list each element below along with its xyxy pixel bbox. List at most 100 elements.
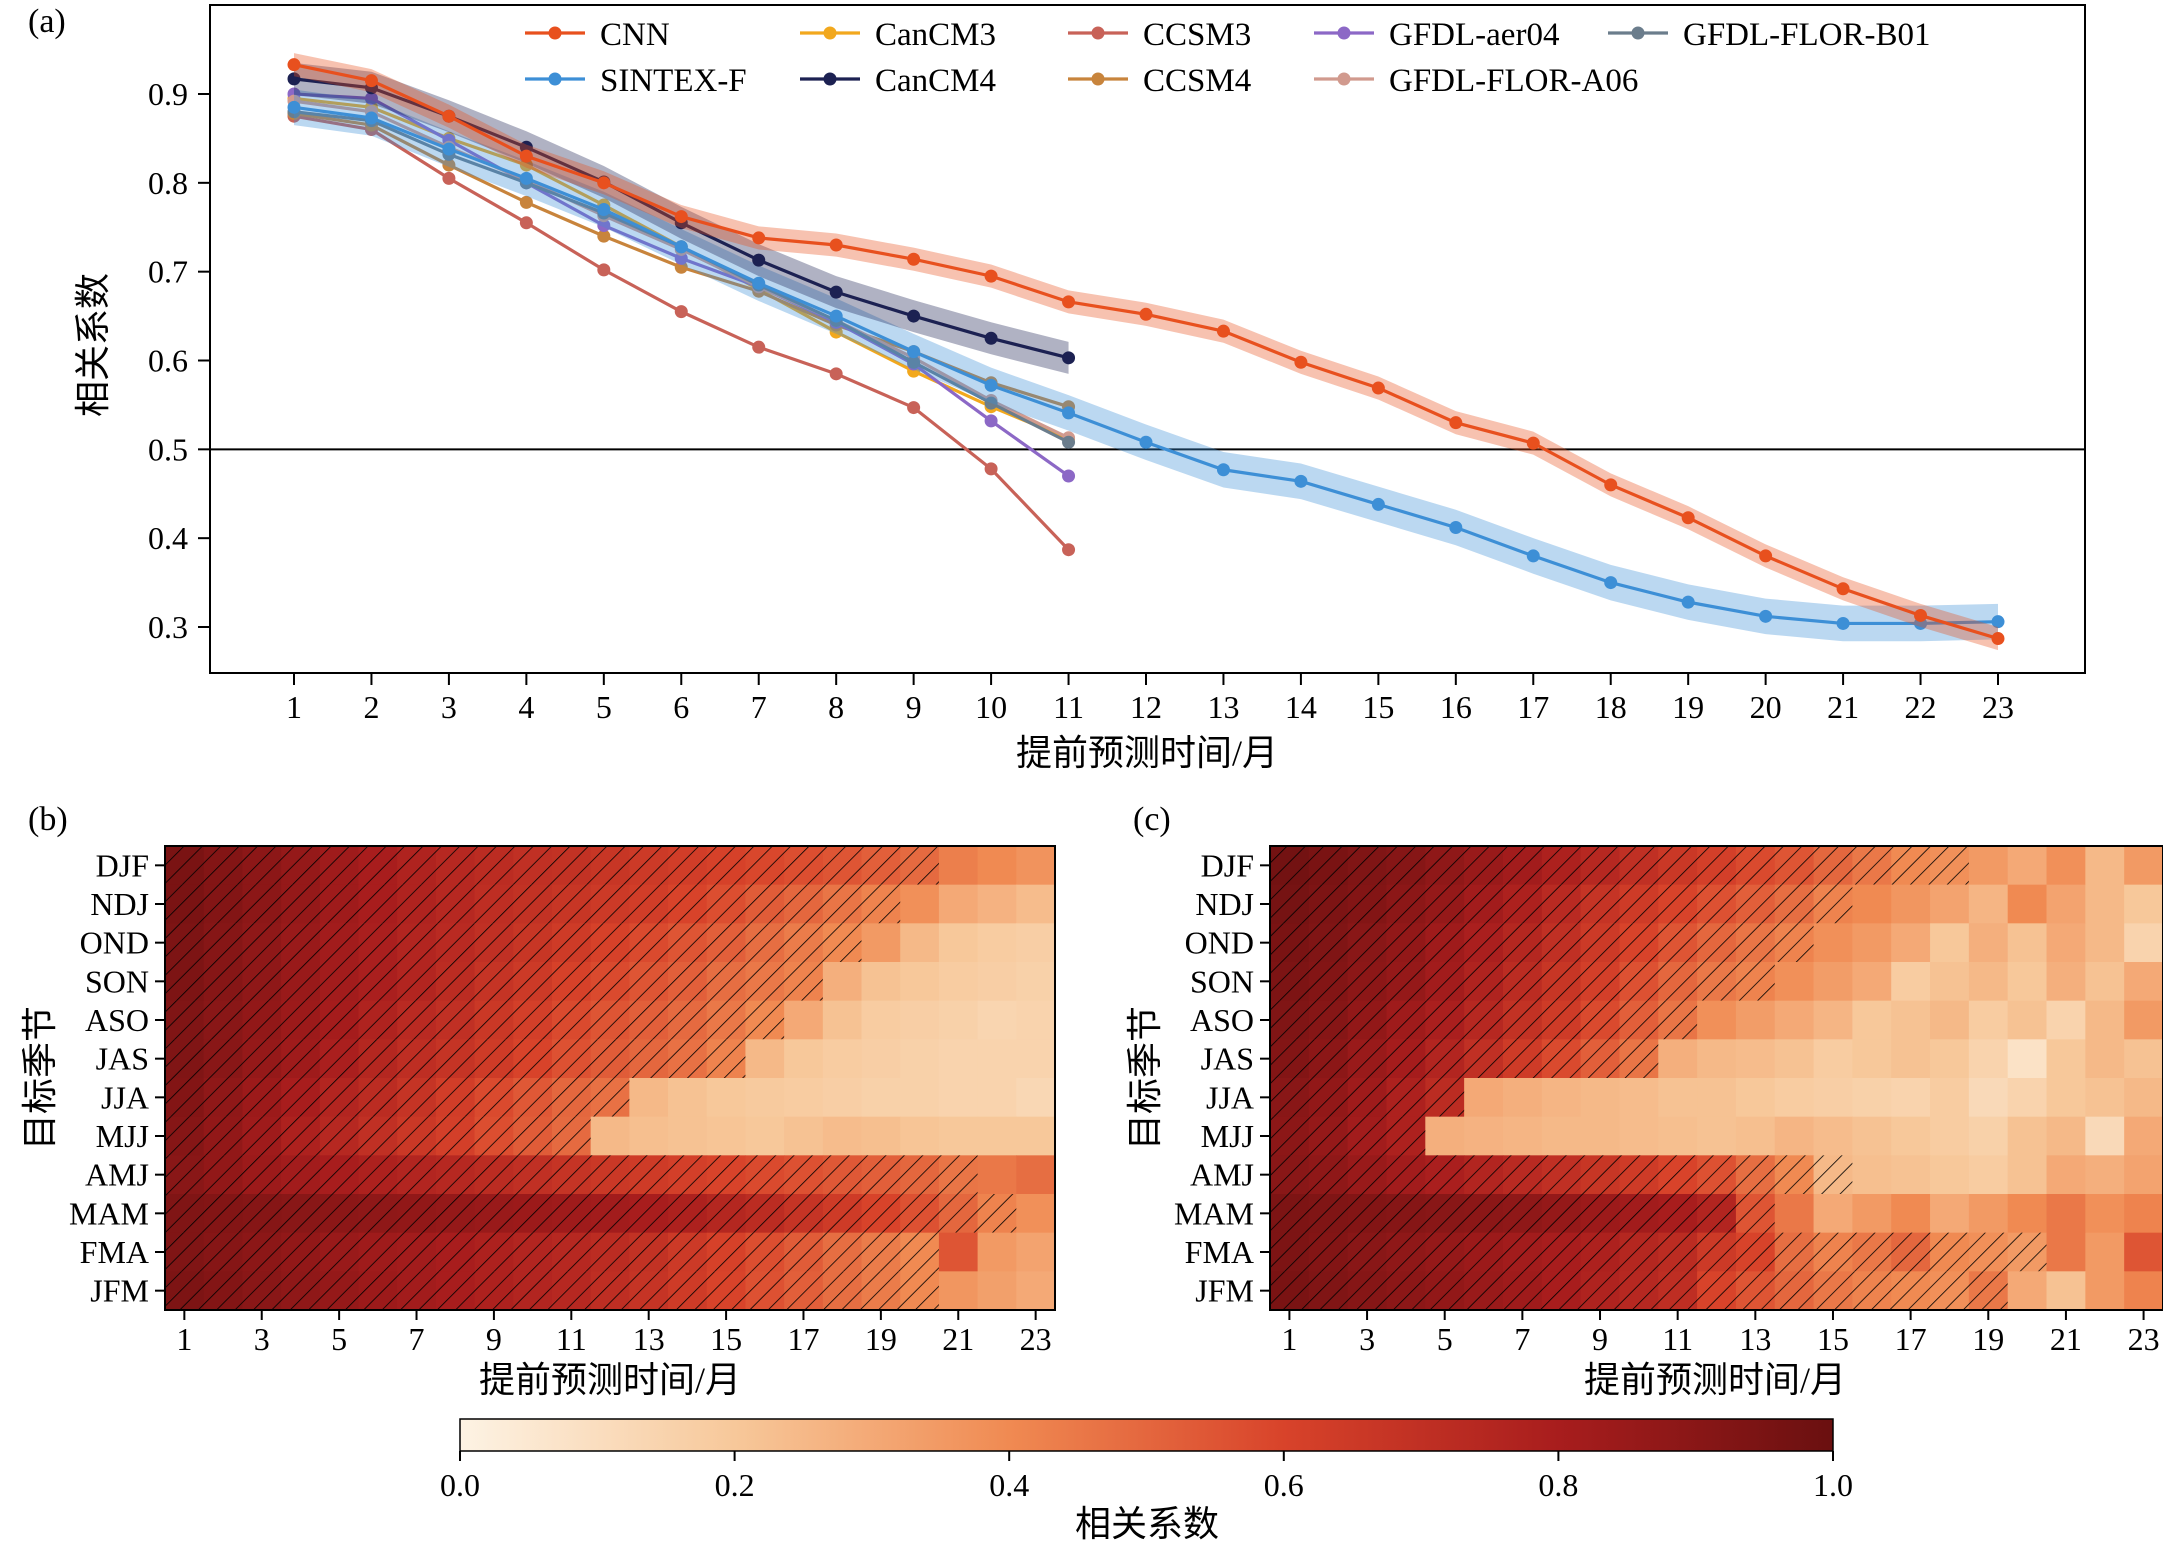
colorbar-tick-label: 0.0: [440, 1467, 480, 1503]
heatmap-cell: [1891, 1039, 1931, 1079]
heatmap-cell: [1930, 1194, 1970, 1234]
heatmap-cell: [784, 1039, 824, 1079]
heatmap-cell: [938, 846, 979, 886]
heatmap-cell: [1968, 962, 2009, 1002]
point-CCSM3: [674, 305, 688, 319]
colorbar-tick-label: 1.0: [1813, 1467, 1853, 1503]
legend-label: GFDL-FLOR-A06: [1389, 63, 1638, 99]
heatmap-cell: [668, 1116, 708, 1156]
heatmap-cell: [1502, 1078, 1543, 1118]
heatmap-cell: [629, 1078, 669, 1118]
point-SINTEX-F: [1449, 521, 1463, 535]
xtick-label: 14: [1285, 689, 1317, 725]
point-SINTEX-F: [287, 100, 301, 114]
lead-tick-label: 23: [1020, 1321, 1052, 1357]
point-CNN: [1526, 436, 1540, 450]
significance-hatch: [1270, 1232, 2047, 1272]
significance-hatch: [165, 846, 939, 885]
season-label: MAM: [69, 1195, 149, 1231]
heatmap-cell: [1852, 1078, 1892, 1118]
heatmap-cell: [822, 1000, 863, 1040]
heatmap-cell: [1016, 1271, 1056, 1311]
lead-tick-label: 23: [2128, 1321, 2160, 1357]
point-SINTEX-F: [1604, 576, 1618, 590]
heatmap-cell: [861, 923, 901, 963]
colorbar-label: 相关系数: [1075, 1504, 1219, 1544]
heatmap-cell: [2007, 923, 2048, 963]
heatmap-cell: [1930, 923, 1970, 963]
lead-tick-label: 3: [254, 1321, 270, 1357]
heatmap-cell: [938, 962, 979, 1002]
panel-b: (b) DJFNDJONDSONASOJASJJAMJJAMJMAMFMAJFM…: [20, 801, 1056, 1400]
panel-a-yticks: 0.3 0.4 0.5 0.6 0.7 0.8 0.9: [148, 76, 210, 645]
legend-marker: [1337, 72, 1351, 86]
xtick-label: 16: [1440, 689, 1472, 725]
heatmap-cell: [1813, 1078, 1853, 1118]
xtick-label: 19: [1672, 689, 1704, 725]
significance-hatch: [165, 1039, 746, 1078]
season-label: DJF: [1201, 847, 1254, 883]
season-label: SON: [1190, 963, 1254, 999]
heatmap-cell: [938, 884, 979, 924]
heatmap-cell: [2046, 1000, 2086, 1040]
panel-c-cells: [1270, 846, 2163, 1311]
heatmap-cell: [977, 1039, 1017, 1079]
heatmap-cell: [2007, 1116, 2048, 1156]
point-CCSM3: [907, 401, 921, 415]
panel-a-frame: [209, 4, 2086, 674]
heatmap-cell: [977, 1000, 1017, 1040]
heatmap-cell: [861, 1078, 901, 1118]
heatmap-cell: [822, 1078, 863, 1118]
point-CCSM3: [519, 216, 533, 230]
heatmap-cell: [861, 962, 901, 1002]
heatmap-cell: [1968, 1000, 2009, 1040]
heatmap-cell: [1541, 1116, 1582, 1156]
heatmap-cell: [1658, 1039, 1698, 1079]
point-CNN: [1604, 478, 1618, 492]
lead-tick-label: 1: [176, 1321, 192, 1357]
heatmap-cell: [2124, 1078, 2163, 1118]
point-CNN: [1371, 381, 1385, 395]
point-SINTEX-F: [442, 142, 456, 156]
point-SINTEX-F: [1759, 609, 1773, 623]
heatmap-cell: [745, 1039, 785, 1079]
heatmap-cell: [2046, 1116, 2086, 1156]
panel-a-label: (a): [28, 3, 66, 40]
xtick-label: 18: [1595, 689, 1627, 725]
point-CCSM3: [752, 340, 766, 354]
point-CanCM4: [752, 253, 766, 267]
significance-hatch: [1270, 884, 1853, 924]
season-label: FMA: [1185, 1234, 1254, 1270]
point-SINTEX-F: [1371, 497, 1385, 511]
heatmap-cell: [822, 962, 863, 1002]
heatmap-cell: [1774, 1039, 1815, 1079]
xtick-label: 9: [906, 689, 922, 725]
significance-hatch: [1270, 1271, 2008, 1310]
heatmap-cell: [1774, 1194, 1815, 1234]
legend-marker: [1091, 72, 1105, 86]
legend-label: GFDL-aer04: [1389, 17, 1559, 53]
panel-a-plot: [210, 53, 2085, 651]
heatmap-cell: [1502, 1116, 1543, 1156]
season-label: MJJ: [1201, 1118, 1254, 1154]
season-label: JFM: [90, 1273, 149, 1309]
heatmap-cell: [1541, 1078, 1582, 1118]
heatmap-cell: [2085, 1194, 2125, 1234]
heatmap-cell: [1852, 1194, 1892, 1234]
point-SINTEX-F: [519, 171, 533, 185]
point-CCSM3: [597, 263, 611, 277]
heatmap-cell: [938, 1039, 979, 1079]
season-label: JAS: [96, 1041, 149, 1077]
point-CNN: [1759, 549, 1773, 563]
heatmap-cell: [2124, 846, 2163, 886]
heatmap-cell: [1016, 1155, 1056, 1195]
heatmap-cell: [2046, 962, 2086, 1002]
panel-a-ylabel: 相关系数: [73, 273, 113, 417]
heatmap-cell: [2085, 846, 2125, 886]
xtick-label: 2: [363, 689, 379, 725]
heatmap-cell: [1891, 1155, 1931, 1195]
heatmap-cell: [1774, 1116, 1815, 1156]
heatmap-cell: [2124, 884, 2163, 924]
panel-a-xlabel: 提前预测时间/月: [1016, 733, 1278, 773]
